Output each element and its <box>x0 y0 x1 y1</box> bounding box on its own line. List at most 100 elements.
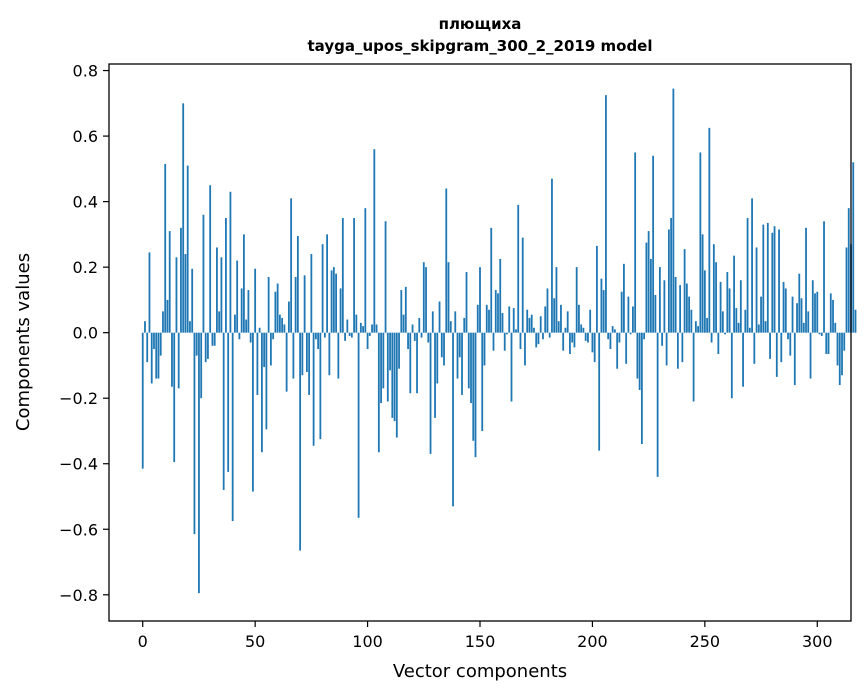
bar <box>148 252 151 333</box>
bar <box>796 303 798 333</box>
bar <box>591 332 594 353</box>
bar <box>384 221 387 333</box>
bar <box>184 254 187 333</box>
bar <box>476 304 479 333</box>
bar <box>632 306 634 333</box>
bar <box>472 332 475 441</box>
bar <box>335 273 337 333</box>
bar <box>685 283 688 333</box>
bar <box>357 332 360 518</box>
bar <box>679 285 682 333</box>
bar <box>368 332 371 336</box>
bar <box>492 332 495 351</box>
bar <box>629 332 632 335</box>
bar <box>380 332 382 404</box>
bar <box>317 332 320 350</box>
bar <box>409 332 412 394</box>
bar <box>308 332 311 395</box>
bar <box>252 332 254 492</box>
bar <box>249 332 252 343</box>
bar <box>497 293 499 333</box>
bar <box>431 311 434 333</box>
bar <box>265 332 268 430</box>
x-tick-label: 0 <box>138 632 148 651</box>
bar <box>157 332 160 379</box>
bar <box>546 288 549 333</box>
bar <box>319 332 322 440</box>
bar <box>814 293 816 333</box>
bar <box>607 332 610 340</box>
bar <box>517 204 520 333</box>
bar <box>760 296 762 333</box>
bar <box>553 298 556 333</box>
bar <box>710 332 713 343</box>
bar <box>337 332 340 379</box>
bar <box>204 332 207 363</box>
bar <box>355 314 358 333</box>
bar <box>542 332 544 340</box>
bar <box>551 178 553 333</box>
bar <box>350 332 353 338</box>
bar <box>627 296 630 333</box>
bar <box>708 127 711 333</box>
bar <box>344 332 346 341</box>
bar <box>820 332 823 336</box>
bar <box>146 332 149 363</box>
bar <box>746 217 749 333</box>
bar <box>712 244 715 333</box>
bar <box>571 332 574 343</box>
bar <box>733 255 735 333</box>
bar <box>326 234 328 333</box>
bar <box>609 332 612 350</box>
bar <box>377 332 380 453</box>
bar <box>193 332 196 535</box>
bar <box>661 332 664 346</box>
bar <box>141 332 144 469</box>
bar <box>332 267 335 333</box>
bar <box>636 332 639 379</box>
bar <box>670 217 673 333</box>
bar <box>153 332 155 350</box>
bar <box>420 332 423 338</box>
bar <box>346 319 349 333</box>
bar <box>238 332 241 340</box>
bar <box>438 301 441 333</box>
bar <box>663 280 666 333</box>
bar <box>296 236 299 333</box>
bar <box>155 332 158 379</box>
bar <box>395 332 398 438</box>
bar <box>569 332 571 354</box>
bar <box>789 332 792 356</box>
bar <box>701 234 704 333</box>
bar <box>434 332 436 418</box>
bar <box>564 327 567 333</box>
bar <box>494 290 497 333</box>
bar <box>816 291 819 333</box>
bar <box>425 267 427 333</box>
bar <box>191 268 194 333</box>
bar <box>290 198 293 333</box>
bar <box>479 267 481 333</box>
bar <box>618 332 621 343</box>
bar <box>211 332 214 346</box>
bar <box>229 191 232 333</box>
bar <box>739 280 742 333</box>
bar <box>386 332 389 402</box>
bar <box>562 332 565 351</box>
bar <box>398 332 400 369</box>
y-axis-ticks: −0.8 −0.6 −0.4 −0.2 0.0 0.2 0.4 0.6 0.8 <box>59 62 109 605</box>
bar <box>195 332 198 356</box>
bar <box>688 296 691 333</box>
bar <box>323 332 326 338</box>
bar <box>665 332 668 366</box>
x-tick-label: 150 <box>465 632 496 651</box>
bar <box>560 304 562 333</box>
bar <box>159 332 162 356</box>
bar <box>706 317 708 333</box>
bar <box>836 332 839 366</box>
bar <box>177 332 180 389</box>
bar <box>643 332 646 340</box>
bar <box>614 329 616 333</box>
bar <box>730 332 733 399</box>
bar <box>292 332 295 379</box>
